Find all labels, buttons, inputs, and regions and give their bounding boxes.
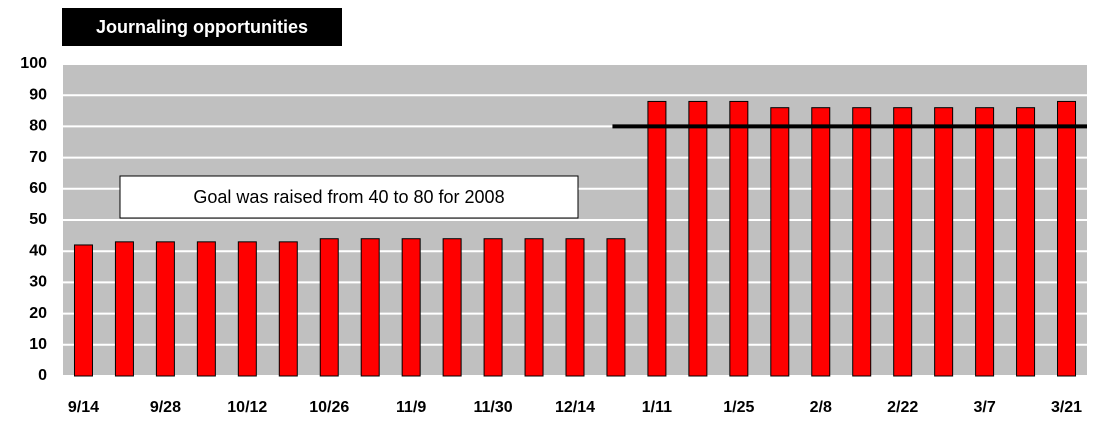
x-tick-label: 10/12	[227, 399, 267, 416]
y-tick-label: 60	[29, 180, 47, 197]
bar	[729, 100, 749, 377]
bar	[606, 238, 626, 377]
x-tick-label: 9/14	[68, 399, 99, 416]
bar	[565, 238, 585, 377]
bar	[524, 238, 544, 377]
bar	[73, 244, 93, 377]
y-tick-label: 70	[29, 149, 47, 166]
y-tick-label: 80	[29, 118, 47, 135]
bar	[811, 107, 831, 377]
x-tick-label: 10/26	[309, 399, 349, 416]
bar	[360, 238, 380, 377]
bar	[196, 241, 216, 377]
bar	[1057, 100, 1077, 377]
bar	[893, 107, 913, 377]
bar	[237, 241, 257, 377]
title-box	[62, 8, 342, 46]
y-tick-label: 90	[29, 86, 47, 103]
y-tick-label: 50	[29, 211, 47, 228]
bar	[114, 241, 134, 377]
y-tick-label: 0	[38, 367, 47, 384]
annotation-box	[119, 175, 579, 219]
bar	[483, 238, 503, 377]
bar	[442, 238, 462, 377]
bar	[934, 107, 954, 377]
bar	[852, 107, 872, 377]
bar	[975, 107, 995, 377]
bar	[401, 238, 421, 377]
x-tick-label: 11/30	[474, 399, 513, 416]
y-tick-label: 30	[29, 274, 47, 291]
bar	[647, 100, 667, 377]
x-tick-label: 11/9	[396, 399, 426, 416]
x-tick-label: 3/21	[1051, 399, 1082, 416]
y-tick-label: 10	[29, 336, 47, 353]
x-tick-label: 9/28	[150, 399, 181, 416]
bar	[688, 100, 708, 377]
x-tick-label: 1/11	[642, 399, 672, 416]
y-tick-label: 100	[20, 55, 47, 72]
bar	[319, 238, 339, 377]
x-tick-label: 2/8	[810, 399, 832, 416]
x-tick-label: 3/7	[973, 399, 995, 416]
y-tick-label: 20	[29, 305, 47, 322]
y-tick-label: 40	[29, 242, 47, 259]
x-tick-label: 12/14	[555, 399, 595, 416]
bar	[278, 241, 298, 377]
bar	[155, 241, 175, 377]
bar	[770, 107, 790, 377]
marks	[73, 100, 1087, 377]
annotation: Goal was raised from 40 to 80 for 2008	[193, 187, 504, 207]
chart-title: Journaling opportunities	[96, 17, 308, 37]
x-tick-label: 2/22	[887, 399, 918, 416]
bar	[1016, 107, 1036, 377]
x-tick-label: 1/25	[723, 399, 754, 416]
